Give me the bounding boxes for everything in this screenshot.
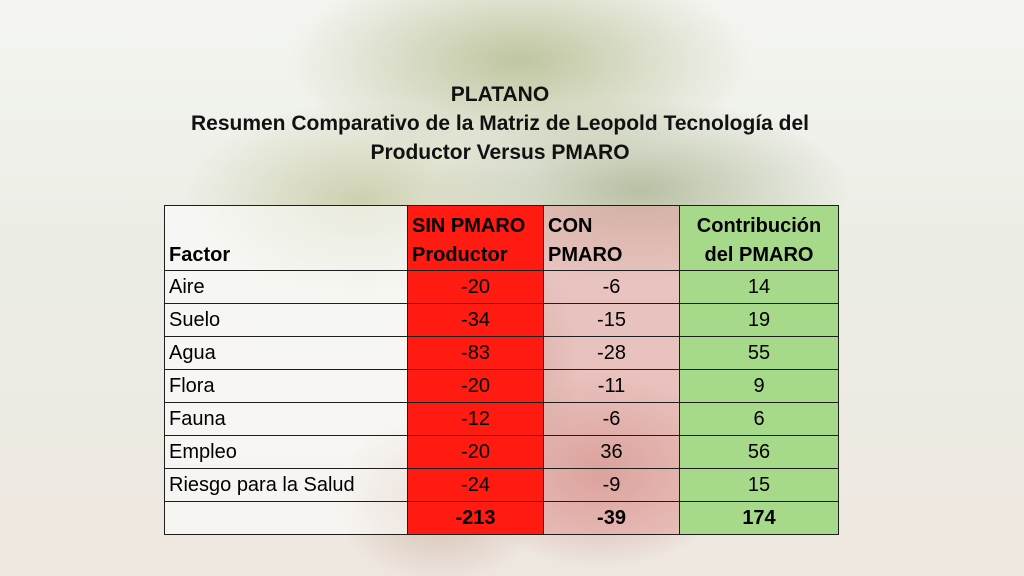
header-factor: Factor: [164, 205, 408, 271]
header-contrib-line-2: del PMARO: [704, 244, 814, 266]
table-row: Aire -20 -6 14: [164, 270, 839, 304]
header-con-line-1: CON: [548, 215, 593, 237]
cell-total-contribucion: 174: [679, 501, 839, 535]
slide-title: PLATANO Resumen Comparativo de la Matriz…: [0, 80, 1000, 167]
cell-contribucion: 19: [679, 303, 839, 337]
table-header-row: Factor SIN PMARO Productor CON PMARO Con…: [164, 205, 839, 271]
cell-total-sin-pmaro: -213: [407, 501, 544, 535]
cell-sin-pmaro: -12: [407, 402, 544, 436]
table-row: Fauna -12 -6 6: [164, 402, 839, 436]
cell-sin-pmaro: -34: [407, 303, 544, 337]
cell-contribucion: 55: [679, 336, 839, 370]
table-row: Suelo -34 -15 19: [164, 303, 839, 337]
cell-factor: Agua: [164, 336, 408, 370]
title-line-2: Resumen Comparativo de la Matriz de Leop…: [190, 112, 810, 135]
cell-sin-pmaro: -83: [407, 336, 544, 370]
cell-contribucion: 14: [679, 270, 839, 304]
cell-factor: Suelo: [164, 303, 408, 337]
cell-con-pmaro: -11: [543, 369, 680, 403]
cell-con-pmaro: -6: [543, 270, 680, 304]
cell-sin-pmaro: -20: [407, 369, 544, 403]
cell-total-factor: [164, 501, 408, 535]
cell-sin-pmaro: -24: [407, 468, 544, 502]
cell-factor: Riesgo para la Salud: [164, 468, 408, 502]
table-row: Riesgo para la Salud -24 -9 15: [164, 468, 839, 502]
cell-contribucion: 6: [679, 402, 839, 436]
cell-factor: Fauna: [164, 402, 408, 436]
header-contrib-line-1: Contribución: [696, 215, 822, 237]
cell-con-pmaro: 36: [543, 435, 680, 469]
title-line-3: Productor Versus PMARO: [370, 141, 630, 164]
cell-factor: Flora: [164, 369, 408, 403]
cell-sin-pmaro: -20: [407, 435, 544, 469]
cell-contribucion: 9: [679, 369, 839, 403]
header-contribucion: Contribución del PMARO: [679, 205, 839, 271]
cell-con-pmaro: -28: [543, 336, 680, 370]
cell-factor: Empleo: [164, 435, 408, 469]
header-sin-line-1: SIN PMARO: [412, 215, 526, 237]
header-factor-label: Factor: [169, 244, 231, 266]
cell-factor: Aire: [164, 270, 408, 304]
total-row: -213 -39 174: [164, 501, 839, 535]
table-row: Empleo -20 36 56: [164, 435, 839, 469]
cell-contribucion: 56: [679, 435, 839, 469]
header-con-pmaro: CON PMARO: [543, 205, 680, 271]
cell-con-pmaro: -9: [543, 468, 680, 502]
header-sin-pmaro: SIN PMARO Productor: [407, 205, 544, 271]
header-con-line-2: PMARO: [548, 244, 623, 266]
cell-contribucion: 15: [679, 468, 839, 502]
cell-sin-pmaro: -20: [407, 270, 544, 304]
cell-total-con-pmaro: -39: [543, 501, 680, 535]
title-line-1: PLATANO: [450, 83, 550, 106]
cell-con-pmaro: -15: [543, 303, 680, 337]
cell-con-pmaro: -6: [543, 402, 680, 436]
header-sin-line-2: Productor: [412, 244, 508, 266]
table-row: Agua -83 -28 55: [164, 336, 839, 370]
table-row: Flora -20 -11 9: [164, 369, 839, 403]
leopold-comparison-table: Factor SIN PMARO Productor CON PMARO Con…: [164, 205, 839, 535]
